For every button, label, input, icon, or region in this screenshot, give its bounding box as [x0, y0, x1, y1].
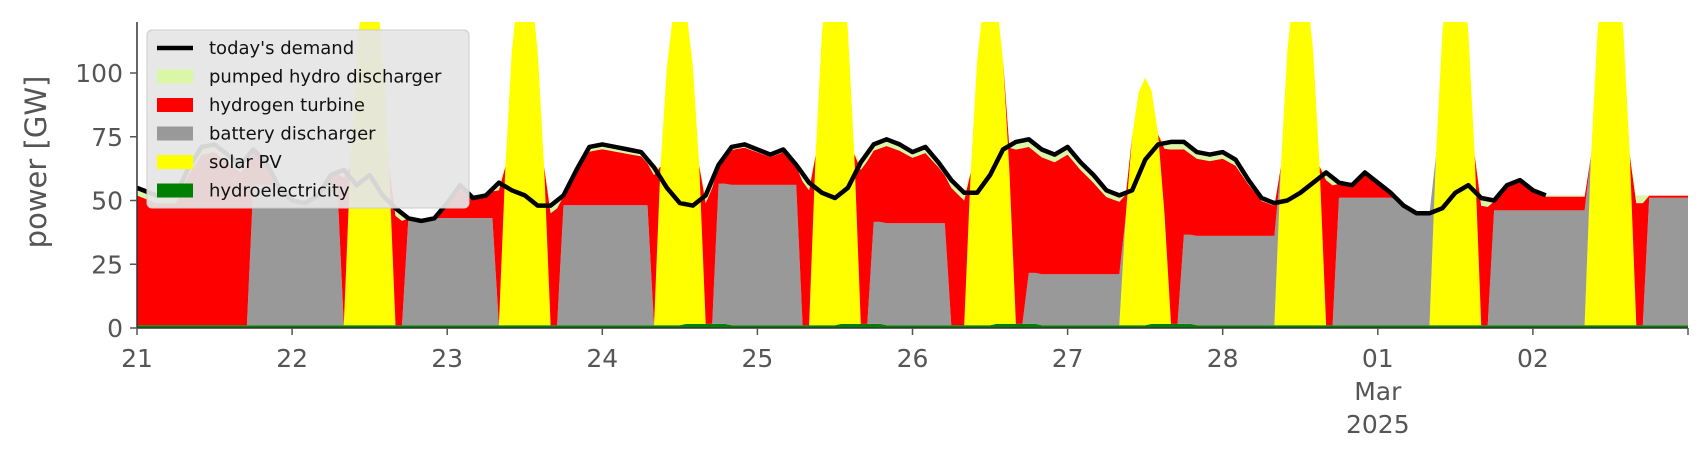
legend-label-hydroelectricity: hydroelectricity	[209, 181, 350, 202]
x-tick-label: 28	[1207, 344, 1239, 373]
x-tick-label: 26	[897, 344, 929, 373]
x-tick-label: 23	[431, 344, 463, 373]
x-tick-sublabel-month: Mar	[1354, 377, 1402, 406]
axes: 0 25 50 75 100 21 22 23 24 25 26 27 28 01 Mar 2025 02	[75, 22, 1689, 439]
legend: today's demand pumped hydro discharger hyd…	[146, 29, 470, 209]
y-tick-label: 75	[91, 123, 123, 152]
legend-label-today-s-demand: today's demand	[209, 38, 354, 59]
y-tick-label: 100	[75, 59, 123, 88]
x-tick-label: 01	[1362, 344, 1394, 373]
legend-box	[146, 29, 470, 209]
x-tick-sublabel-year: 2025	[1346, 410, 1410, 439]
area-solar-pv	[137, 22, 1688, 326]
x-tick-label: 02	[1517, 344, 1549, 373]
legend-label-battery-discharger: battery discharger	[209, 124, 376, 145]
plot-area	[137, 22, 1688, 328]
x-tick-label: 22	[276, 344, 308, 373]
y-axis-title: power [GW]	[19, 76, 53, 249]
area-hydrogen-turbine	[137, 22, 1688, 326]
legend-label-solar-pv: solar PV	[209, 152, 282, 173]
y-tick-label: 0	[107, 314, 123, 343]
x-tick-label: 24	[586, 344, 618, 373]
area-battery-discharger	[137, 22, 1688, 326]
y-tick-label: 50	[91, 187, 123, 216]
x-tick-label: 27	[1052, 344, 1084, 373]
y-tick-label: 25	[91, 250, 123, 279]
area-hydroelectricity	[137, 323, 1688, 328]
legend-label-pumped-hydro-discharger: pumped hydro discharger	[209, 67, 442, 88]
legend-label-hydrogen-turbine: hydrogen turbine	[209, 95, 365, 116]
legend-swatch-hydrogen-turbine	[157, 98, 193, 112]
legend-swatch-battery-discharger	[157, 126, 193, 141]
legend-swatch-solar-pv	[157, 155, 193, 169]
legend-swatch-hydroelectricity	[157, 183, 193, 198]
x-tick-label: 25	[741, 344, 773, 373]
x-tick-label: 21	[121, 344, 153, 373]
legend-swatch-pumped-hydro-discharger	[157, 69, 193, 84]
